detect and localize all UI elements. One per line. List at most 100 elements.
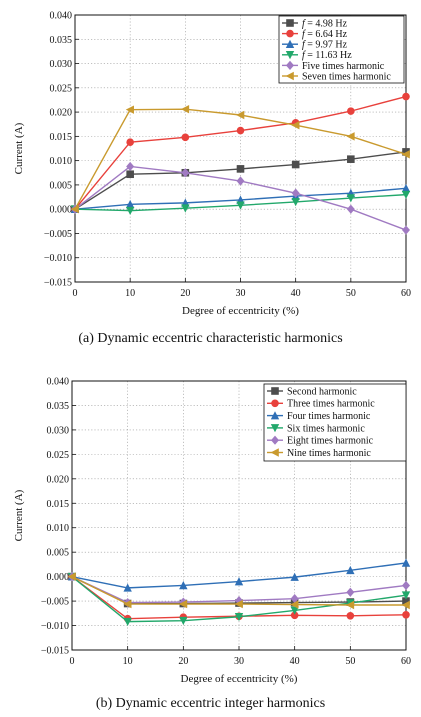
charta-y-tick-label: 0.000 bbox=[50, 205, 73, 216]
charta-data-point bbox=[401, 150, 410, 159]
charta-series-3 bbox=[70, 190, 411, 216]
charta-x-tick-label: 20 bbox=[180, 288, 190, 299]
chart-panel-b: 0 10 20 30 40 50 60 0.040 0.035 0.030 0.025 0.020 0.… bbox=[0, 364, 421, 717]
chartb-legend-marker bbox=[271, 399, 279, 408]
chartb-data-point bbox=[290, 611, 299, 620]
chartb-data-point bbox=[234, 599, 243, 609]
chartb-series-5 bbox=[67, 572, 410, 610]
chartb-y-tick-label: 0.000 bbox=[47, 572, 70, 583]
chartb-data-point bbox=[67, 572, 76, 581]
charta-data-point bbox=[402, 225, 410, 235]
charta-legend-marker bbox=[286, 29, 294, 38]
charta-x-tick-label: 30 bbox=[236, 288, 246, 299]
charta-data-point bbox=[125, 105, 134, 114]
charta-y-tick-label: 0.025 bbox=[50, 83, 73, 94]
chart-b-caption: (b) Dynamic eccentric integer harmonics bbox=[95, 696, 326, 711]
charta-data-point bbox=[291, 188, 300, 198]
charta-y-tick-label: −0.010 bbox=[44, 253, 72, 264]
charta-data-point bbox=[181, 133, 190, 142]
chartb-y-tick-label: 0.015 bbox=[47, 499, 70, 510]
chartb-legend-label: Three times harmonic bbox=[287, 399, 375, 410]
charta-series-4 bbox=[71, 161, 410, 235]
charta-data-point bbox=[402, 92, 410, 101]
chartb-y-tick-label: −0.015 bbox=[41, 646, 69, 657]
chartb-x-tick-label: 50 bbox=[345, 656, 355, 667]
chartb-data-point bbox=[123, 617, 132, 627]
charta-data-point bbox=[291, 120, 300, 130]
charta-series-5 bbox=[70, 104, 410, 214]
charta-data-point bbox=[236, 176, 245, 186]
chartb-ticks: 0 10 20 30 40 50 60 0.040 0.035 0.030 0.025 0.020 0.… bbox=[41, 377, 411, 668]
chartb-data-point bbox=[123, 599, 132, 609]
chartb-data-point bbox=[402, 580, 410, 591]
charta-y-tick-label: 0.005 bbox=[50, 180, 73, 191]
chartb-y-tick-label: −0.005 bbox=[41, 597, 69, 608]
charta-x-tick-label: 10 bbox=[125, 288, 135, 299]
charta-legend-marker bbox=[286, 60, 294, 70]
chartb-legend-marker bbox=[270, 448, 279, 457]
chartb-data-point bbox=[179, 616, 188, 626]
charta-y-tick-label: −0.005 bbox=[44, 229, 72, 240]
chartb-y-tick-label: −0.010 bbox=[41, 621, 69, 632]
chart-panel-a: 0 10 20 30 40 50 60 0.040 0.035 0.030 0.025 0.020 0.… bbox=[0, 0, 421, 352]
chartb-data-point bbox=[346, 587, 355, 597]
charta-data-point bbox=[125, 206, 135, 216]
charta-legend-label: f = 9.97 Hz bbox=[302, 40, 348, 51]
charta-legend-label: f = 4.98 Hz bbox=[302, 18, 348, 29]
charta-data-point bbox=[236, 165, 245, 173]
charta-legend: f = 4.98 Hzf = 6.64 Hzf = 9.97 Hzf = 11.… bbox=[278, 15, 405, 84]
chartb-data-point bbox=[290, 572, 299, 581]
charta-x-tick-label: 0 bbox=[73, 288, 78, 299]
charta-data-point bbox=[347, 107, 355, 115]
chartb-x-tick-label: 10 bbox=[123, 656, 133, 667]
charta-data-point bbox=[70, 204, 79, 214]
chartb-data-point bbox=[234, 577, 244, 586]
charta-data-point bbox=[346, 132, 355, 141]
charta-legend-marker bbox=[285, 71, 294, 81]
chartb-data-point bbox=[290, 606, 299, 615]
charta-data-point bbox=[126, 170, 134, 179]
chartb-legend-label: Second harmonic bbox=[287, 386, 357, 397]
chartb-legend-marker bbox=[271, 387, 279, 395]
chartb-data-point bbox=[290, 600, 299, 609]
charta-y-tick-label: 0.010 bbox=[50, 156, 73, 167]
charta-data-point bbox=[401, 190, 411, 200]
chart-b-svg: 0 10 20 30 40 50 60 0.040 0.035 0.030 0.025 0.020 0.… bbox=[13, 377, 411, 686]
chartb-data-point bbox=[178, 599, 188, 609]
charta-data-point bbox=[180, 104, 190, 114]
chartb-y-tick-label: 0.005 bbox=[47, 548, 70, 559]
chartb-data-point bbox=[401, 600, 410, 610]
chartb-y-tick-label: 0.020 bbox=[47, 474, 70, 485]
chartb-y-axis-title: Current (A) bbox=[13, 489, 25, 541]
chartb-data-point bbox=[346, 611, 355, 620]
chartb-y-tick-label: 0.035 bbox=[47, 401, 70, 412]
charta-data-point bbox=[236, 110, 245, 120]
chart-a-caption: (a) Dynamic eccentric characteristic har… bbox=[78, 331, 343, 346]
charta-data-point bbox=[402, 148, 410, 156]
charta-x-tick-label: 50 bbox=[346, 288, 356, 299]
charta-data-point bbox=[346, 204, 355, 214]
chartb-data-point bbox=[290, 594, 299, 604]
charta-data-point bbox=[291, 198, 300, 207]
charta-legend-label: f = 6.64 Hz bbox=[302, 29, 348, 40]
chartb-data-point bbox=[345, 600, 355, 610]
chartb-data-point bbox=[123, 583, 132, 592]
charta-data-point bbox=[126, 161, 135, 172]
chartb-x-tick-label: 30 bbox=[234, 656, 244, 667]
chartb-x-tick-label: 60 bbox=[401, 656, 411, 667]
chartb-legend-label: Eight times harmonic bbox=[287, 436, 374, 447]
chartb-y-tick-label: 0.030 bbox=[47, 425, 70, 436]
charta-ticks: 0 10 20 30 40 50 60 0.040 0.035 0.030 0.025 0.020 0.… bbox=[44, 11, 411, 300]
charta-data-point bbox=[291, 160, 300, 169]
charta-data-point bbox=[125, 199, 135, 209]
charta-x-axis-title: Degree of eccentricity (%) bbox=[182, 305, 299, 317]
charta-y-tick-label: −0.015 bbox=[44, 278, 72, 289]
chartb-data-point bbox=[234, 612, 244, 622]
charta-y-tick-label: 0.020 bbox=[50, 108, 73, 119]
charta-legend-marker bbox=[286, 19, 294, 27]
charta-y-tick-label: 0.035 bbox=[50, 35, 73, 46]
charta-data-point bbox=[181, 168, 190, 178]
chartb-legend-label: Four times harmonic bbox=[287, 411, 371, 422]
chartb-y-tick-label: 0.025 bbox=[47, 450, 70, 461]
chartb-data-point bbox=[179, 581, 188, 590]
